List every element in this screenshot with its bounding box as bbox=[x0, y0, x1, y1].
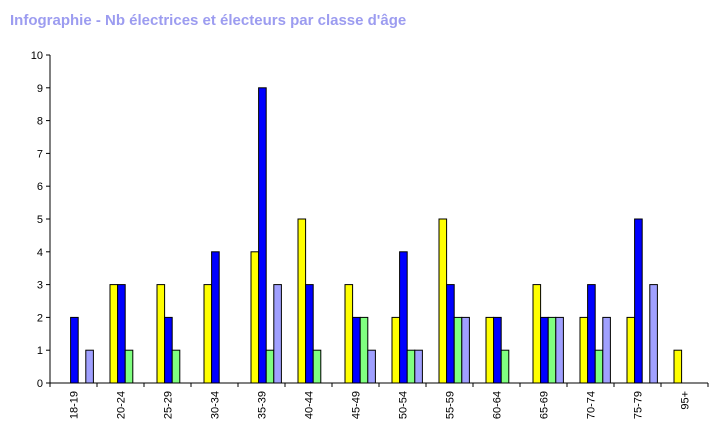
bar bbox=[414, 349, 423, 384]
y-tick-label: 10 bbox=[31, 50, 43, 62]
x-tick-label: 25-29 bbox=[163, 391, 175, 419]
y-tick-label: 8 bbox=[37, 116, 43, 128]
x-tick-label: 95+ bbox=[680, 391, 692, 410]
y-tick-label: 9 bbox=[37, 83, 43, 95]
x-tick-label: 50-54 bbox=[398, 391, 410, 419]
x-tick-label: 18-19 bbox=[69, 391, 81, 419]
bar bbox=[602, 316, 611, 384]
bar bbox=[352, 316, 361, 384]
bar bbox=[171, 349, 181, 384]
x-tick-label: 30-34 bbox=[210, 391, 222, 419]
y-tick-label: 5 bbox=[37, 214, 43, 226]
y-axis-ticks: 0 1 2 3 4 5 6 7 8 9 10 bbox=[31, 50, 50, 390]
bars bbox=[70, 87, 683, 384]
bar bbox=[485, 316, 495, 384]
bar bbox=[399, 251, 408, 384]
x-tick-label: 45-49 bbox=[351, 391, 363, 419]
x-tick-label: 75-79 bbox=[633, 391, 645, 419]
bar bbox=[124, 349, 134, 384]
bar bbox=[211, 251, 220, 384]
bar bbox=[555, 316, 564, 384]
y-tick-label: 0 bbox=[37, 378, 43, 390]
x-tick-label: 55-59 bbox=[445, 391, 457, 419]
bar bbox=[406, 349, 416, 384]
bar bbox=[649, 284, 658, 384]
bar bbox=[587, 284, 596, 384]
bar bbox=[532, 284, 542, 384]
bar bbox=[70, 316, 79, 384]
bar bbox=[391, 316, 401, 384]
bar bbox=[273, 284, 282, 384]
bar bbox=[117, 284, 126, 384]
x-tick-label: 65-69 bbox=[539, 391, 551, 419]
x-tick-label: 40-44 bbox=[304, 391, 316, 419]
bar bbox=[344, 284, 354, 384]
bar bbox=[85, 349, 94, 384]
bar bbox=[164, 316, 173, 384]
bar bbox=[367, 349, 376, 384]
bar bbox=[493, 316, 502, 384]
x-axis-labels: 18-19 20-24 25-29 30-34 35-39 40-44 45-49 50-54… bbox=[49, 383, 709, 419]
bar bbox=[453, 316, 463, 384]
y-tick-label: 2 bbox=[37, 312, 43, 324]
bar bbox=[438, 218, 448, 384]
y-tick-label: 3 bbox=[37, 280, 43, 292]
bar bbox=[203, 284, 213, 384]
y-tick-label: 6 bbox=[37, 181, 43, 193]
bar bbox=[258, 87, 267, 384]
y-tick-label: 1 bbox=[37, 345, 43, 357]
bar bbox=[109, 284, 119, 384]
x-tick-label: 70-74 bbox=[586, 391, 598, 419]
bar bbox=[250, 251, 260, 384]
bar bbox=[594, 349, 604, 384]
bar bbox=[547, 316, 557, 384]
bar bbox=[461, 316, 470, 384]
y-tick-label: 7 bbox=[37, 148, 43, 160]
x-tick-label: 60-64 bbox=[492, 391, 504, 419]
bar bbox=[540, 316, 549, 384]
x-tick-label: 35-39 bbox=[257, 391, 269, 419]
bar bbox=[265, 349, 275, 384]
bar bbox=[634, 218, 643, 384]
bar bbox=[297, 218, 307, 384]
x-tick-label: 20-24 bbox=[116, 391, 128, 419]
bar bbox=[359, 316, 369, 384]
bar bbox=[446, 284, 455, 384]
bar bbox=[673, 349, 683, 384]
chart-title: Infographie - Nb électrices et électeurs… bbox=[10, 12, 407, 29]
bar bbox=[156, 284, 166, 384]
bar bbox=[312, 349, 322, 384]
bar bbox=[500, 349, 510, 384]
bar bbox=[626, 316, 636, 384]
y-tick-label: 4 bbox=[37, 247, 43, 259]
bar bbox=[579, 316, 589, 384]
bar bbox=[305, 284, 314, 384]
